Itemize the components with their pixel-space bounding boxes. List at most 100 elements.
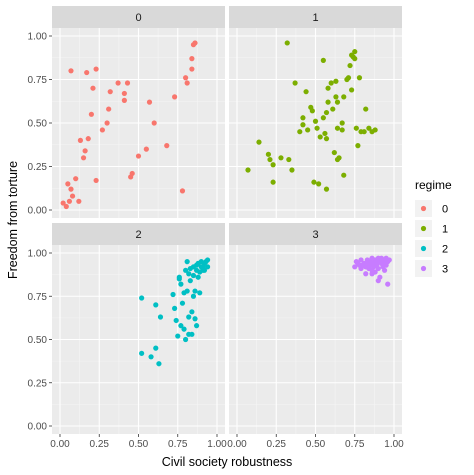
data-point	[325, 99, 331, 105]
data-point	[323, 109, 330, 116]
x-tick-label: 0.75	[168, 439, 188, 450]
data-point	[305, 127, 311, 133]
data-point	[63, 203, 69, 210]
data-point	[175, 333, 181, 339]
legend-label-1: 1	[442, 224, 448, 236]
data-point	[139, 295, 145, 301]
data-point	[189, 56, 195, 62]
facet-strip	[229, 6, 402, 28]
data-point	[352, 49, 358, 55]
data-point	[68, 186, 74, 192]
data-point	[311, 179, 317, 185]
data-point	[375, 278, 381, 284]
data-point	[82, 148, 88, 154]
data-point	[183, 75, 189, 81]
data-point	[381, 267, 388, 273]
data-point	[245, 167, 251, 173]
x-tick-label: 0.25	[267, 439, 287, 450]
data-point	[297, 129, 303, 135]
data-point	[121, 97, 127, 103]
data-point	[345, 75, 352, 81]
data-point	[366, 125, 372, 131]
data-point	[184, 259, 190, 265]
x-tick-label: 0.50	[306, 439, 326, 450]
data-point	[341, 94, 347, 100]
data-point	[187, 278, 193, 284]
data-point	[312, 118, 319, 124]
legend-swatch-2	[420, 245, 427, 252]
data-point	[334, 99, 341, 105]
data-point	[375, 265, 381, 272]
data-point	[88, 111, 94, 117]
data-point	[146, 99, 153, 105]
data-point	[320, 115, 326, 121]
data-point	[135, 153, 142, 159]
data-point	[69, 193, 76, 199]
data-point	[176, 276, 182, 282]
data-point	[178, 323, 184, 329]
data-point	[107, 89, 113, 95]
data-point	[363, 106, 369, 112]
legend-label-3: 3	[442, 264, 448, 276]
data-point	[153, 345, 159, 351]
data-point	[349, 87, 355, 93]
data-point	[172, 94, 178, 100]
data-point	[189, 331, 195, 337]
data-point	[156, 361, 162, 367]
facet-strip-label: 1	[312, 12, 318, 24]
x-tick-label: 1.00	[207, 439, 227, 450]
facet-strip-label: 0	[135, 12, 141, 24]
data-point	[300, 115, 306, 121]
legend-label-2: 2	[442, 244, 448, 256]
data-point	[183, 336, 189, 343]
data-point	[190, 293, 197, 299]
data-point	[353, 125, 359, 131]
y-tick-label: 0.75	[28, 292, 48, 303]
data-point	[303, 89, 309, 95]
data-point	[292, 80, 298, 86]
y-axis-title: Freedom from torture	[6, 161, 20, 279]
data-point	[204, 264, 211, 270]
data-point	[197, 290, 203, 296]
facet-strip	[52, 6, 225, 28]
data-point	[201, 267, 208, 273]
data-point	[90, 85, 96, 91]
data-point	[190, 272, 197, 279]
data-point	[68, 68, 74, 74]
data-point	[331, 149, 337, 156]
data-point	[148, 354, 154, 360]
data-point	[179, 300, 186, 306]
data-point	[341, 172, 347, 178]
y-tick-label: 1.00	[28, 32, 48, 43]
x-axis-title: Civil society robustness	[162, 455, 293, 469]
legend-label-0: 0	[442, 204, 448, 216]
legend-swatch-1	[420, 225, 427, 232]
data-point	[267, 156, 273, 163]
data-point	[270, 162, 276, 168]
data-point	[322, 130, 328, 137]
data-point	[192, 288, 198, 294]
x-tick-label: 0.25	[90, 439, 110, 450]
facet-panel-0: 0 0.00 0.25 0.50 0.75 1.00	[28, 6, 225, 218]
data-point	[386, 257, 392, 263]
data-point	[189, 66, 195, 72]
facet-strip-label: 3	[312, 229, 318, 241]
facet-panel-2: 2 0.00 0.25 0.50 0.75 1.00 0.00 0.25 0.50 0.75 1.0…	[28, 223, 227, 450]
legend: regime 0 1 2 3	[415, 178, 452, 277]
data-point	[129, 170, 135, 177]
data-point	[323, 186, 330, 192]
data-point	[385, 281, 391, 287]
data-point	[173, 317, 179, 324]
data-point	[369, 271, 375, 277]
data-point	[358, 265, 364, 272]
data-point	[184, 80, 190, 86]
data-point	[347, 62, 353, 69]
y-tick-label: 0.00	[28, 422, 48, 433]
data-point	[192, 316, 198, 322]
data-point	[179, 188, 186, 194]
data-point	[164, 143, 170, 149]
data-point	[195, 274, 201, 280]
data-point	[333, 94, 339, 100]
data-point	[336, 155, 342, 161]
data-point	[93, 66, 99, 72]
